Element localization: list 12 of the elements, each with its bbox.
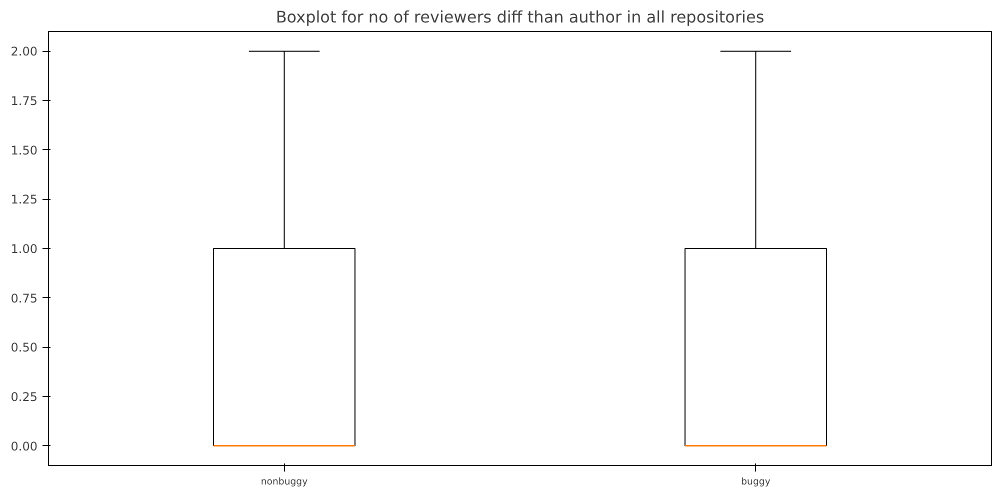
chart-title: Boxplot for no of reviewers diff than author in all repositories (276, 8, 764, 26)
y-tick-label: 1.75 (10, 94, 38, 108)
y-tick-label: 0.00 (10, 439, 38, 454)
y-tick-label: 1.50 (10, 143, 38, 158)
x-tick-label: buggy (741, 476, 771, 488)
x-tick-label: nonbuggy (260, 476, 308, 488)
y-tick-label: 0.25 (10, 390, 38, 404)
y-tick-label: 2.00 (10, 44, 38, 59)
y-tick-label: 1.25 (10, 192, 38, 207)
y-tick-label: 0.50 (10, 340, 38, 355)
y-tick-label: 0.75 (10, 291, 38, 306)
y-tick-label: 1.00 (10, 242, 38, 256)
